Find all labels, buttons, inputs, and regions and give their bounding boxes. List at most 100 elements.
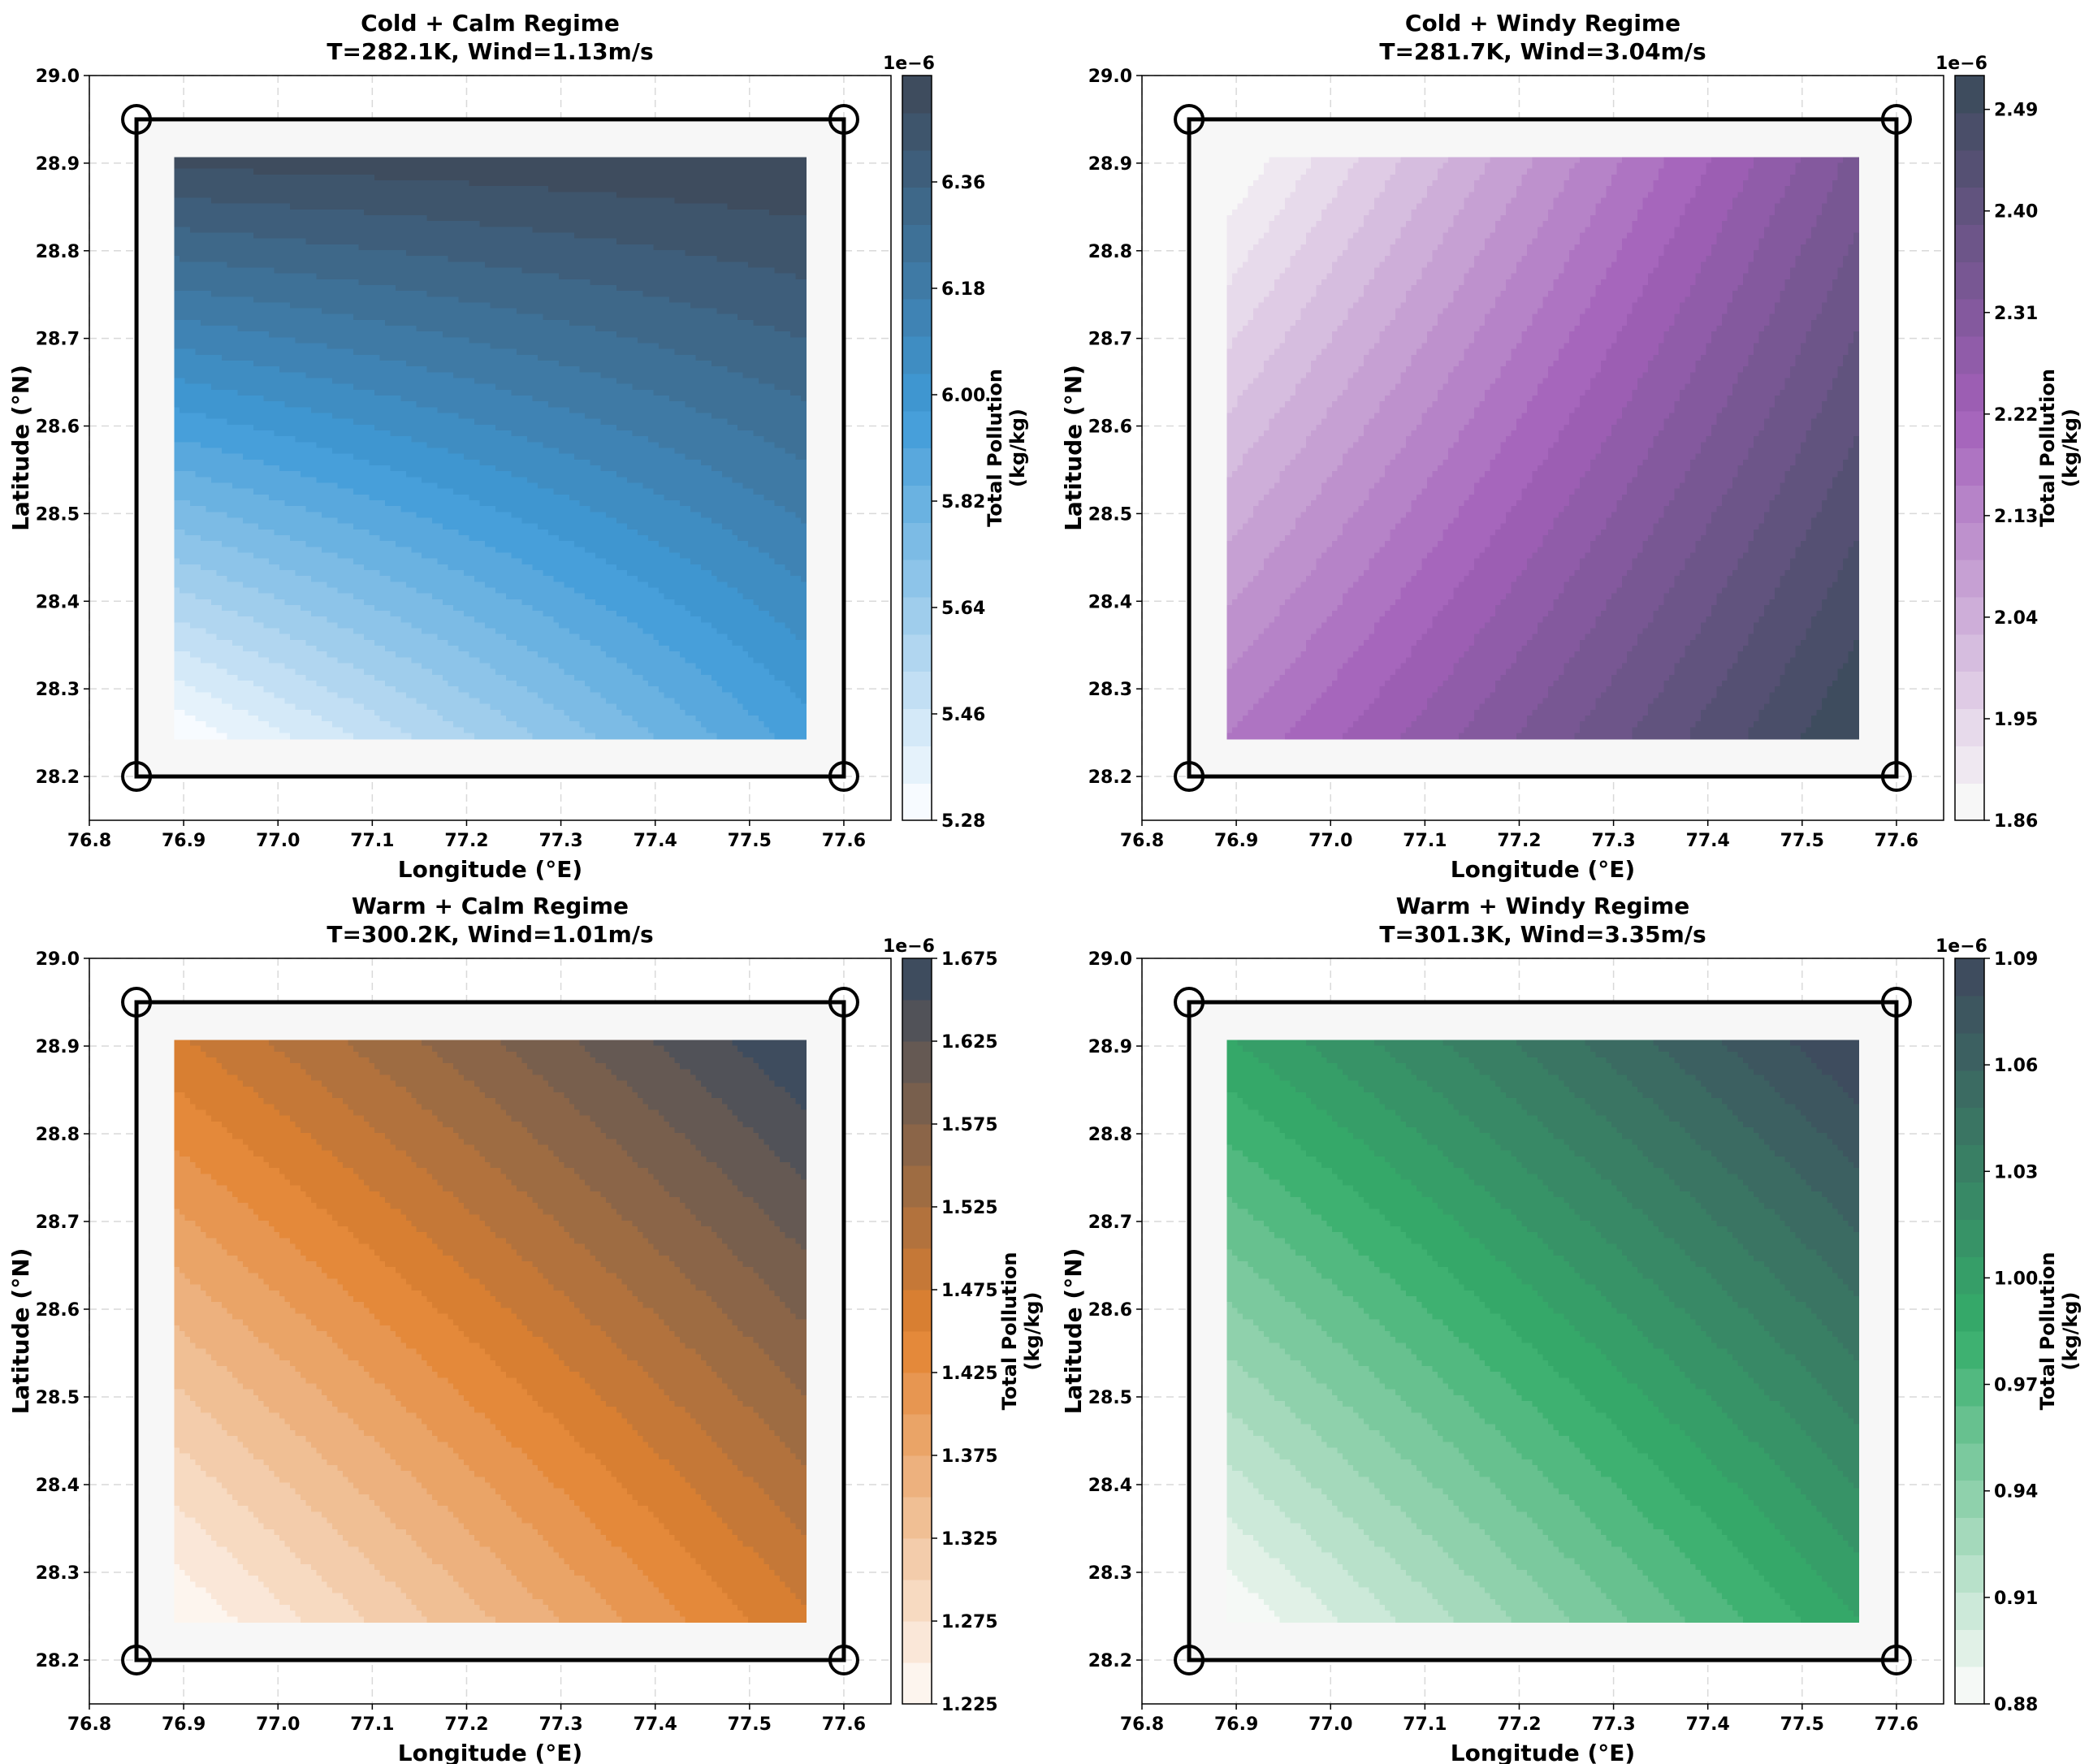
contour-cell	[342, 273, 349, 280]
contour-cell	[205, 313, 212, 321]
contour-cell	[632, 267, 638, 275]
contour-cell	[279, 331, 286, 338]
contour-cell	[348, 209, 354, 216]
contour-cell	[780, 221, 786, 227]
contour-cell	[658, 203, 665, 210]
contour-cell	[668, 343, 676, 350]
contour-cell	[210, 209, 217, 216]
contour-cell	[332, 256, 339, 262]
contour-cell	[780, 267, 786, 275]
contour-cell	[616, 186, 623, 192]
contour-cell	[748, 361, 755, 367]
contour-cell	[301, 378, 307, 385]
contour-cell	[753, 179, 759, 187]
contour-cell	[426, 214, 433, 222]
contour-cell	[537, 383, 543, 391]
contour-cell	[216, 389, 223, 396]
panel-cold-calm: 76.8 76.9 77.0 77.1 77.2 77.3 77.4 77.5 77.628.2…	[7, 10, 1029, 883]
contour-cell	[189, 179, 197, 187]
contour-cell	[711, 214, 717, 222]
contour-cell	[653, 273, 660, 280]
contour-cell	[753, 361, 759, 367]
contour-cell	[785, 343, 791, 350]
contour-cell	[679, 354, 686, 361]
contour-cell	[543, 361, 549, 367]
contour-cell	[759, 313, 765, 321]
contour-cell	[295, 302, 301, 309]
contour-cell	[606, 203, 612, 210]
contour-cell	[801, 284, 807, 292]
contour-cell	[732, 319, 738, 326]
contour-cell	[474, 302, 481, 309]
contour-cell	[579, 326, 586, 332]
contour-cell	[400, 284, 407, 292]
contour-cell	[532, 232, 538, 240]
contour-cell	[547, 343, 554, 350]
contour-cell	[426, 249, 433, 257]
contour-cell	[600, 262, 607, 269]
contour-cell	[574, 372, 581, 379]
contour-cell	[627, 214, 634, 222]
contour-cell	[579, 354, 586, 361]
contour-cell	[763, 273, 770, 280]
contour-cell	[290, 238, 296, 245]
contour-cell	[374, 221, 380, 227]
contour-cell	[469, 331, 475, 338]
contour-cell	[231, 238, 238, 245]
contour-cell	[322, 262, 328, 269]
contour-cell	[569, 256, 575, 262]
contour-cell	[174, 331, 180, 338]
contour-cell	[348, 214, 354, 222]
contour-cell	[642, 296, 649, 304]
contour-cell	[759, 273, 765, 280]
contour-cell	[759, 331, 765, 338]
contour-cell	[305, 389, 312, 396]
contour-cell	[590, 197, 596, 205]
contour-cell	[432, 361, 439, 367]
contour-cell	[595, 372, 602, 379]
contour-cell	[585, 308, 591, 315]
contour-cell	[458, 197, 465, 205]
contour-cell	[443, 302, 449, 309]
contour-cell	[184, 227, 191, 234]
contour-cell	[547, 262, 554, 269]
contour-cell	[780, 291, 786, 297]
contour-cell	[437, 267, 443, 275]
contour-cell	[521, 383, 528, 391]
contour-cell	[505, 348, 513, 356]
contour-cell	[785, 186, 791, 192]
contour-cell	[411, 256, 417, 262]
contour-cell	[322, 383, 328, 391]
contour-cell	[537, 214, 543, 222]
contour-cell	[411, 366, 417, 373]
contour-cell	[322, 366, 328, 373]
contour-cell	[205, 179, 212, 187]
contour-cell	[332, 389, 339, 396]
contour-cell	[664, 361, 670, 367]
contour-cell	[690, 291, 696, 297]
contour-cell	[495, 366, 502, 373]
contour-cell	[316, 378, 322, 385]
contour-cell	[322, 361, 328, 367]
contour-cell	[242, 267, 249, 275]
contour-cell	[732, 383, 738, 391]
contour-cell	[695, 174, 702, 181]
contour-cell	[685, 389, 691, 396]
contour-cell	[216, 383, 223, 391]
contour-cell	[490, 313, 496, 321]
contour-cell	[416, 168, 422, 175]
contour-cell	[521, 279, 528, 286]
contour-cell	[290, 366, 296, 373]
contour-cell	[742, 284, 749, 292]
contour-cell	[653, 348, 660, 356]
contour-cell	[600, 279, 607, 286]
contour-cell	[231, 273, 238, 280]
contour-cell	[305, 383, 312, 391]
contour-cell	[348, 284, 354, 292]
contour-cell	[227, 343, 233, 350]
contour-cell	[632, 197, 638, 205]
contour-cell	[706, 313, 712, 321]
contour-cell	[664, 267, 670, 275]
contour-cell	[558, 174, 564, 181]
contour-cell	[621, 157, 628, 164]
